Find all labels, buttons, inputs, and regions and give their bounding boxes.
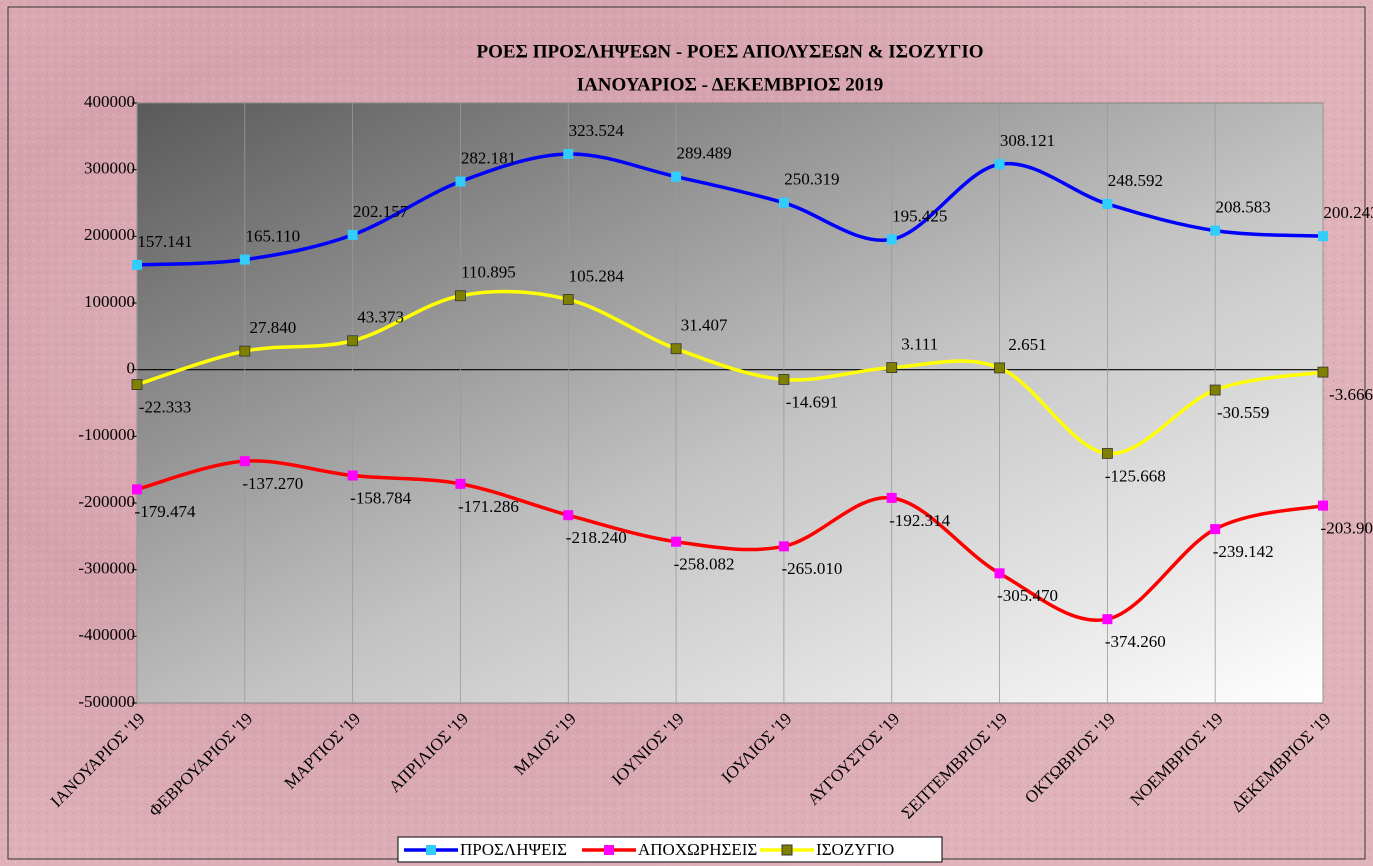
marker [1318, 231, 1328, 242]
value-label: 282.181 [461, 148, 516, 167]
value-label: 2.651 [1008, 335, 1046, 354]
value-label: -22.333 [139, 397, 191, 416]
legend-label: ΠΡΟΣΛΗΨΕΙΣ [460, 840, 567, 859]
marker [131, 379, 143, 390]
marker [1210, 524, 1221, 535]
marker [455, 176, 466, 187]
legend-items: ΠΡΟΣΛΗΨΕΙΣ ΑΠΟΧΩΡΗΣΕΙΣ ΙΣΟΖΥΓΙΟ [404, 840, 894, 859]
value-label: 3.111 [901, 334, 938, 353]
y-tick-label: 100000 [84, 292, 135, 311]
value-label: -125.668 [1105, 466, 1166, 485]
marker [670, 343, 682, 355]
value-label: 250.319 [784, 170, 839, 189]
y-tick-label: 0 [127, 359, 136, 378]
marker [347, 335, 359, 347]
series-lines [131, 148, 1329, 625]
value-label: 27.840 [249, 318, 296, 337]
series-line [136, 289, 1324, 456]
legend-marker [604, 845, 614, 855]
marker [778, 197, 789, 208]
marker [455, 478, 466, 489]
marker [239, 456, 250, 467]
marker [671, 171, 682, 182]
marker [239, 254, 250, 265]
value-label: -374.260 [1105, 632, 1166, 651]
value-label: 43.373 [357, 308, 404, 327]
marker [1209, 384, 1221, 396]
marker [563, 510, 574, 521]
value-label: -30.559 [1217, 403, 1269, 422]
marker [1102, 198, 1113, 209]
marker [778, 541, 789, 552]
marker [562, 294, 574, 305]
value-label: 323.524 [569, 121, 625, 140]
value-label: -137.270 [242, 474, 303, 493]
y-tick-label: -500000 [78, 692, 135, 711]
marker [563, 148, 574, 159]
value-label: -14.691 [786, 392, 838, 411]
y-tick-label: -200000 [78, 492, 135, 511]
marker [1317, 366, 1329, 378]
value-label: 202.157 [353, 202, 409, 221]
value-label: 208.583 [1216, 198, 1271, 217]
marker [1102, 614, 1113, 625]
value-label: 31.407 [681, 316, 728, 335]
marker [671, 536, 682, 547]
marker [455, 290, 466, 302]
marker [994, 159, 1005, 170]
chart-title: ΡΟΕΣ ΠΡΟΣΛΗΨΕΩΝ - ΡΟΕΣ ΑΠΟΛΥΣΕΩΝ & ΙΣΟΖΥ… [476, 41, 983, 62]
value-label: 105.284 [569, 266, 625, 285]
value-label: -265.010 [781, 559, 842, 578]
value-label: -171.286 [458, 497, 519, 516]
value-label: -239.142 [1213, 542, 1274, 561]
value-label: -179.474 [135, 502, 196, 521]
marker [886, 234, 897, 245]
value-label: -305.470 [997, 586, 1058, 605]
marker [1101, 448, 1113, 459]
marker [994, 362, 1005, 374]
marker [132, 259, 142, 270]
value-label: 308.121 [1000, 131, 1055, 150]
value-label: 195.425 [892, 206, 947, 225]
value-label: 289.489 [676, 144, 731, 163]
legend-label: ΑΠΟΧΩΡΗΣΕΙΣ [638, 840, 757, 859]
value-label: -203.909 [1321, 519, 1373, 538]
legend-marker [426, 845, 436, 855]
marker [778, 374, 790, 385]
value-label: 157.141 [137, 232, 192, 251]
marker [347, 470, 358, 481]
y-tick-label: -400000 [78, 625, 135, 644]
marker [132, 484, 142, 495]
marker [1318, 500, 1328, 511]
value-label: 110.895 [461, 263, 516, 282]
value-label: 200.243 [1323, 203, 1373, 222]
marker [994, 568, 1005, 579]
y-tick-label: 300000 [84, 159, 135, 178]
legend-marker [781, 844, 793, 856]
value-label: -192.314 [889, 511, 950, 530]
value-label: -258.082 [674, 555, 735, 574]
marker [239, 345, 251, 357]
marker [1210, 225, 1221, 236]
y-tick-label: 400000 [84, 92, 135, 111]
y-tick-label: -100000 [78, 425, 135, 444]
value-label: 165.110 [246, 226, 301, 245]
value-label: -218.240 [566, 528, 627, 547]
value-label: -3.666 [1329, 385, 1373, 404]
value-label: -158.784 [350, 488, 411, 507]
marker [886, 362, 898, 373]
legend [397, 836, 943, 863]
y-tick-label: 200000 [84, 225, 135, 244]
labels: 157.141 165.110 202.157 282.181 323.524 289.4… [135, 121, 1373, 651]
chart-subtitle: ΙΑΝΟΥΑΡΙΟΣ - ΔΕΚΕΜΒΡΙΟΣ 2019 [577, 74, 884, 95]
plot-area [136, 102, 1324, 704]
value-label: 248.592 [1108, 171, 1163, 190]
legend-label: ΙΣΟΖΥΓΙΟ [816, 840, 894, 859]
y-tick-label: -300000 [78, 559, 135, 578]
marker [886, 492, 897, 503]
marker [347, 229, 358, 240]
